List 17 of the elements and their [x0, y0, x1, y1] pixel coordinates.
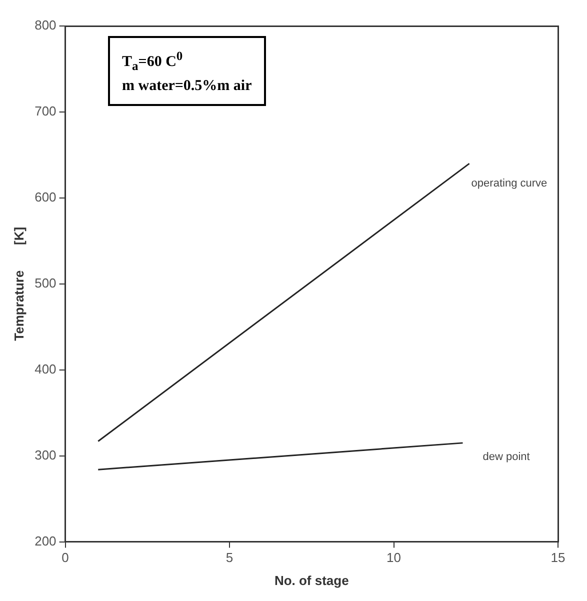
series-label: operating curve — [471, 178, 548, 190]
y-tick-label: 500 — [34, 275, 56, 290]
y-tick-label: 800 — [34, 18, 56, 33]
x-tick-label: 10 — [386, 550, 401, 566]
y-tick-label: 300 — [34, 447, 56, 462]
x-tick-label: 15 — [550, 550, 566, 566]
y-tick-label: 200 — [34, 533, 56, 548]
y-tick-label: 700 — [34, 104, 56, 119]
y-tick-label: 600 — [34, 190, 56, 205]
x-tick-label: 5 — [226, 550, 234, 566]
x-tick-label: 0 — [62, 550, 69, 566]
series-label: dew point — [482, 450, 530, 463]
y-tick-label: 400 — [34, 361, 56, 376]
annotation: T$_{a}$=60 C$^{0}$ — [122, 48, 184, 75]
y-axis-title: Temprature [K] — [11, 226, 26, 341]
annotation: m water=0.5%m air — [122, 77, 252, 96]
x-axis-title: No. of stage — [274, 572, 349, 588]
